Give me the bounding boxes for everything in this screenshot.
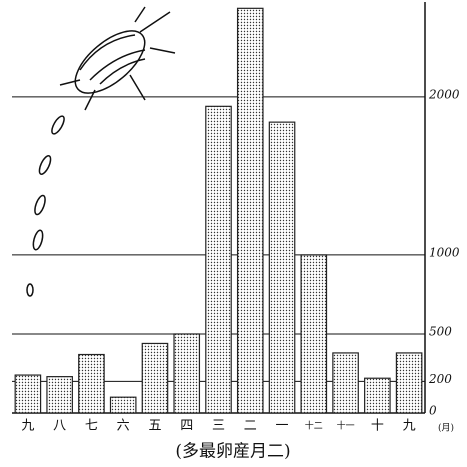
x-tick-label: 九 xyxy=(403,419,416,434)
x-tick-label: 十一 xyxy=(337,420,355,432)
x-tick-label: 九 xyxy=(21,419,34,434)
bar xyxy=(14,374,42,414)
x-tick-label: 六 xyxy=(117,419,130,434)
x-tick-label: 四 xyxy=(180,419,193,434)
bar xyxy=(46,376,73,414)
bar xyxy=(395,352,423,414)
bar xyxy=(364,377,391,414)
bar xyxy=(236,7,264,414)
chart-title: (多最卵産月二) xyxy=(175,442,290,462)
bar xyxy=(141,342,169,414)
x-tick-label: 八 xyxy=(53,419,66,434)
y-tick-label: 2000 xyxy=(428,87,460,101)
bar xyxy=(332,352,359,414)
bar xyxy=(268,121,296,414)
bar xyxy=(173,333,201,414)
bar xyxy=(109,396,137,414)
y-tick-label: 1000 xyxy=(429,245,460,259)
x-tick-label: 二 xyxy=(244,419,257,434)
bar xyxy=(78,353,105,414)
bar xyxy=(300,254,328,414)
x-tick-label: 三 xyxy=(212,419,225,434)
y-tick-label: 200 xyxy=(428,372,452,386)
x-unit: (月) xyxy=(438,423,454,434)
x-tick-label: 五 xyxy=(148,419,161,434)
bar xyxy=(205,105,232,414)
x-tick-label: 一 xyxy=(276,419,289,434)
y-tick-label: 500 xyxy=(429,324,452,338)
x-tick-label: 十 xyxy=(371,419,384,434)
x-tick-label: 十二 xyxy=(305,420,323,432)
beetle-illustration xyxy=(26,6,176,297)
x-tick-label: 七 xyxy=(85,419,98,434)
y-tick-label: 0 xyxy=(429,404,437,418)
